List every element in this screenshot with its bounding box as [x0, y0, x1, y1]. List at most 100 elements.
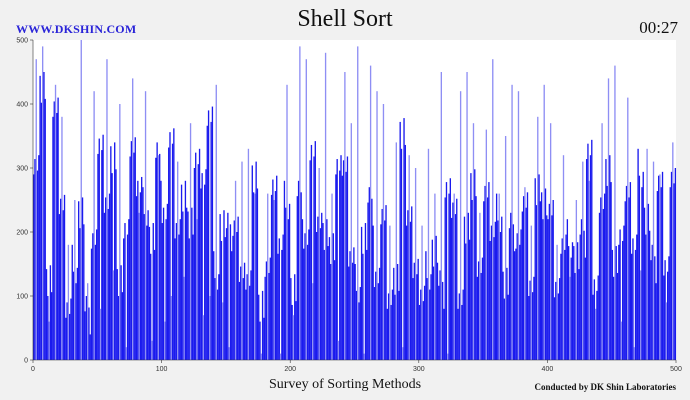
- bar: [584, 257, 587, 360]
- chart-title: Shell Sort: [297, 6, 393, 32]
- bar: [372, 225, 374, 360]
- bar: [225, 228, 228, 360]
- bar: [603, 193, 606, 360]
- bar: [251, 165, 253, 360]
- bar: [385, 205, 387, 360]
- bar: [427, 148, 430, 360]
- bar: [609, 155, 611, 360]
- bar: [567, 246, 570, 360]
- bar: [453, 193, 455, 360]
- bar: [620, 321, 623, 360]
- bar: [547, 219, 549, 360]
- x-tick-label: 400: [542, 366, 554, 373]
- bar: [576, 242, 579, 360]
- bar: [560, 253, 562, 360]
- bar: [651, 244, 653, 360]
- bar: [414, 168, 417, 360]
- bar: [354, 264, 356, 360]
- bar: [436, 262, 439, 360]
- bar: [47, 296, 49, 360]
- bar: [83, 224, 85, 360]
- bar: [642, 171, 644, 360]
- bar: [452, 202, 454, 360]
- bar: [52, 116, 54, 360]
- bar: [281, 249, 283, 360]
- bar: [268, 272, 270, 360]
- bar: [258, 294, 260, 360]
- bar: [339, 170, 341, 360]
- bar: [188, 238, 190, 360]
- bar: [89, 334, 91, 360]
- bar: [153, 249, 156, 360]
- bar: [313, 156, 315, 360]
- bar: [605, 159, 607, 360]
- bar: [65, 317, 67, 360]
- bar: [574, 272, 576, 360]
- bar: [520, 229, 522, 360]
- bar: [501, 216, 503, 360]
- bar: [169, 132, 171, 360]
- bar: [202, 315, 205, 360]
- bar: [215, 84, 217, 361]
- bar: [200, 188, 202, 360]
- bar: [342, 160, 345, 360]
- bar: [297, 180, 300, 360]
- bar: [182, 211, 184, 360]
- bar: [438, 285, 440, 360]
- bar: [292, 315, 295, 360]
- bar: [585, 159, 588, 360]
- bar: [231, 251, 233, 360]
- bar: [242, 278, 244, 360]
- bar: [555, 281, 557, 360]
- bar: [463, 216, 466, 360]
- bar: [480, 272, 482, 360]
- bar: [411, 206, 413, 360]
- bar: [544, 188, 547, 360]
- bar: [665, 302, 668, 360]
- bar: [646, 148, 648, 360]
- bar: [404, 144, 406, 360]
- bar: [306, 244, 309, 360]
- bar: [192, 234, 194, 360]
- bar: [497, 220, 499, 360]
- bar: [112, 270, 115, 360]
- bar: [234, 180, 237, 360]
- bar: [314, 141, 316, 360]
- bar: [378, 267, 381, 360]
- bar: [162, 207, 165, 360]
- bar: [80, 40, 82, 360]
- bar: [358, 302, 360, 360]
- bar: [368, 187, 370, 360]
- bar: [241, 161, 243, 360]
- bar: [151, 340, 153, 360]
- bar: [115, 169, 117, 360]
- bar: [522, 196, 525, 360]
- bar: [382, 104, 385, 360]
- y-tick-label: 300: [16, 166, 28, 173]
- bar: [663, 275, 665, 360]
- bar: [571, 242, 574, 360]
- bar: [246, 274, 248, 360]
- bar: [591, 139, 593, 360]
- bar: [157, 155, 160, 360]
- bar: [448, 193, 450, 360]
- bar: [276, 175, 278, 360]
- bar: [267, 193, 269, 360]
- bar: [39, 75, 41, 360]
- bar: [606, 185, 608, 360]
- bar: [534, 178, 536, 360]
- bar: [323, 249, 325, 360]
- bar: [184, 180, 187, 360]
- bar: [66, 302, 68, 360]
- bar: [619, 229, 621, 360]
- bar: [36, 170, 39, 360]
- bar: [483, 201, 485, 360]
- bar: [479, 212, 481, 360]
- bar: [449, 178, 451, 360]
- bar: [189, 123, 192, 360]
- bar: [384, 220, 386, 360]
- bar: [107, 208, 109, 360]
- bar: [155, 157, 157, 360]
- bar: [470, 173, 472, 360]
